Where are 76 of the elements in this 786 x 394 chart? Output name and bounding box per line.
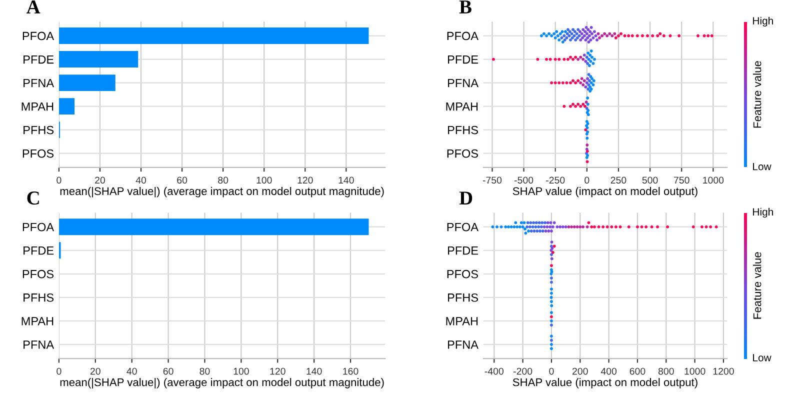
chart-title: D xyxy=(459,192,472,204)
x-tick-label: 120 xyxy=(270,368,286,375)
color-bar-title: Feature value xyxy=(753,61,762,128)
y-tick-label: PFOS xyxy=(447,270,478,278)
y-tick-label: PFOS xyxy=(22,149,54,158)
y-tick-label: PFHS xyxy=(24,293,54,302)
x-tick-label: 60 xyxy=(163,368,174,375)
text: High xyxy=(753,16,773,27)
x-axis-title: mean(|SHAP value|) (average impact on model output magnitude) xyxy=(60,378,384,388)
y-tick-label: PFNA xyxy=(448,340,479,349)
chart-title: B xyxy=(459,0,472,14)
x-tick-label: 100 xyxy=(234,368,249,375)
x-tick-label: 1000 xyxy=(703,176,724,184)
chart-title: C xyxy=(27,192,39,205)
x-tick-label: 40 xyxy=(136,176,146,184)
bar xyxy=(58,28,369,44)
x-tick-label: 40 xyxy=(126,368,137,375)
x-tick-label: 0 xyxy=(549,368,554,375)
x-tick-label: 0 xyxy=(584,176,590,184)
x-tick-label: 500 xyxy=(642,176,658,184)
y-tick-label: PFNA xyxy=(24,340,54,349)
x-tick-label: 1200 xyxy=(713,368,734,375)
y-tick-label: PFHS xyxy=(24,126,54,134)
color-bar-title: Feature value xyxy=(753,252,762,319)
x-tick-label: -250 xyxy=(546,176,565,184)
x-tick-label: 120 xyxy=(298,176,313,184)
chart-title: A xyxy=(26,0,40,14)
x-tick-label: 20 xyxy=(95,176,106,184)
x-tick-label: 80 xyxy=(218,176,228,184)
x-tick-label: -750 xyxy=(482,176,502,184)
y-tick-label: PFOA xyxy=(447,32,479,40)
y-tick-label: PFHS xyxy=(448,126,478,134)
x-tick-label: 200 xyxy=(572,368,588,375)
x-tick-label: 100 xyxy=(256,176,272,184)
x-tick-label: 800 xyxy=(658,368,674,375)
y-tick-label: PFDE xyxy=(24,246,54,255)
x-tick-label: 20 xyxy=(90,368,100,375)
y-tick-label: PFNA xyxy=(448,78,479,88)
x-tick-label: 750 xyxy=(674,176,690,184)
y-tick-label: PFOA xyxy=(447,222,479,232)
y-tick-label: PFOA xyxy=(22,222,54,232)
x-axis-title: SHAP value (impact on model output) xyxy=(512,378,698,388)
y-tick-label: PFOS xyxy=(22,270,54,278)
x-tick-label: 140 xyxy=(338,176,354,184)
text: High xyxy=(753,208,773,218)
x-tick-label: 0 xyxy=(56,368,62,375)
bar xyxy=(58,51,138,68)
y-tick-label: MPAH xyxy=(446,102,478,111)
y-tick-label: PFHS xyxy=(448,293,478,302)
text: Low xyxy=(753,354,772,362)
x-tick-label: 0 xyxy=(56,176,62,184)
x-tick-label: 160 xyxy=(343,368,358,375)
x-tick-label: -200 xyxy=(514,368,532,375)
y-tick-label: PFNA xyxy=(24,78,54,88)
x-tick-label: -400 xyxy=(484,368,504,375)
x-tick-label: 250 xyxy=(610,176,626,184)
y-tick-label: PFDE xyxy=(24,55,54,64)
bar xyxy=(58,98,75,115)
y-tick-label: PFDE xyxy=(448,246,478,255)
x-axis-title: SHAP value (impact on model output) xyxy=(512,186,698,198)
y-tick-label: MPAH xyxy=(22,317,54,326)
x-tick-label: 400 xyxy=(600,368,617,375)
y-tick-label: PFOS xyxy=(447,149,478,158)
y-tick-label: MPAH xyxy=(22,102,54,111)
text: Low xyxy=(753,162,772,170)
y-tick-label: PFOA xyxy=(22,32,54,40)
x-tick-label: 140 xyxy=(306,368,322,375)
bar xyxy=(58,74,116,92)
x-tick-label: 60 xyxy=(177,176,188,184)
x-tick-label: 80 xyxy=(200,368,210,375)
y-tick-label: PFDE xyxy=(448,55,478,64)
x-tick-label: 1000 xyxy=(684,368,706,375)
x-tick-label: 600 xyxy=(630,368,646,375)
x-tick-label: -500 xyxy=(514,176,534,184)
x-axis-title: mean(|SHAP value|) (average impact on model output magnitude) xyxy=(60,186,384,198)
y-tick-label: MPAH xyxy=(446,317,478,326)
